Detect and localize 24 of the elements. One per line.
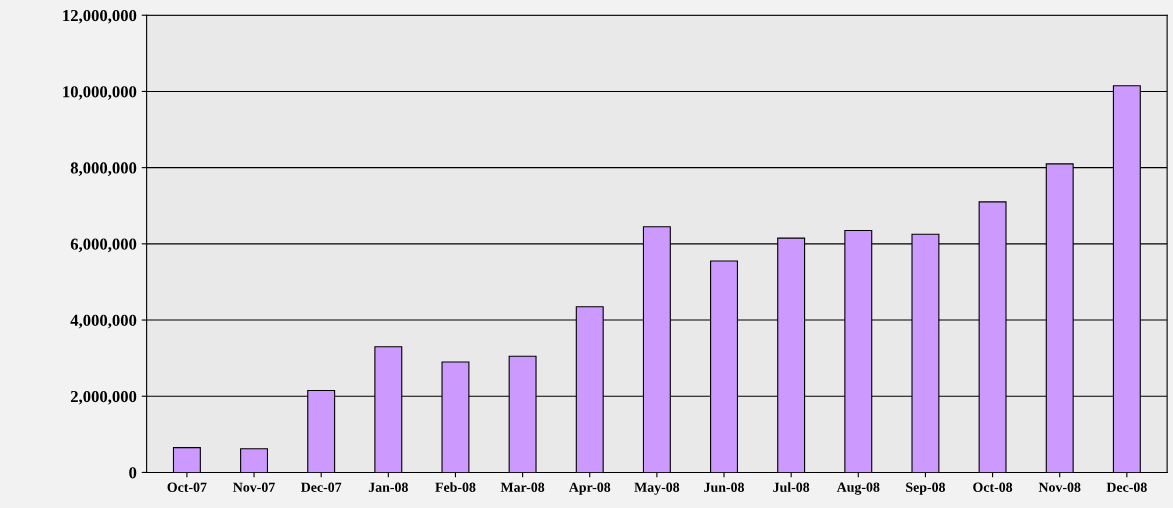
y-tick-label: 10,000,000: [63, 86, 137, 100]
x-tick-label: Oct-08: [973, 482, 1013, 492]
x-tick-label: Aug-08: [836, 482, 880, 495]
x-tick-label: Apr-08: [568, 482, 611, 495]
x-tick-label: Feb-08: [435, 482, 476, 492]
x-tick-label: Jul-08: [773, 482, 810, 492]
y-tick-label: 4,000,000: [70, 314, 137, 329]
x-tick-label: Jun-08: [704, 482, 745, 492]
x-tick-label: May-08: [634, 482, 680, 495]
bar: [172, 447, 201, 473]
y-tick-label: 2,000,000: [70, 390, 137, 405]
y-tick-label: 8,000,000: [70, 162, 137, 176]
y-tick-label: 12,000,000: [63, 9, 137, 24]
x-tick-label: Dec-08: [1106, 482, 1147, 492]
x-tick-label: Oct-07: [167, 482, 207, 492]
x-tick-label: Nov-07: [233, 482, 275, 492]
y-tick-label: 6,000,000: [70, 238, 137, 253]
y-tick-label: 0: [129, 467, 137, 479]
x-tick-label: Jan-08: [368, 482, 408, 492]
x-tick-label: Sep-08: [906, 482, 946, 495]
x-tick-label: Mar-08: [500, 482, 545, 492]
x-tick-label: Nov-08: [1038, 482, 1081, 492]
bar: [240, 448, 269, 473]
x-tick-label: Dec-07: [300, 482, 342, 492]
